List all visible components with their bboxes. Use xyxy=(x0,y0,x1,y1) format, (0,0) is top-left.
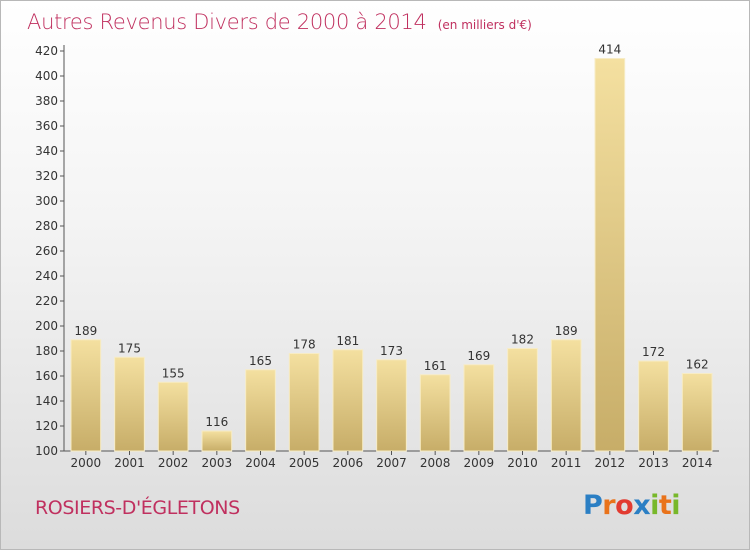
logo-letter: r xyxy=(602,490,616,521)
logo-letter: i xyxy=(671,490,681,521)
y-tick-label: 340 xyxy=(35,144,58,158)
x-tick-label-2001: 2001 xyxy=(114,456,145,470)
data-label-2011: 189 xyxy=(555,324,578,338)
bar-2014 xyxy=(681,373,713,452)
x-tick-label-2013: 2013 xyxy=(638,456,669,470)
chart-subtitle: (en milliers d'€) xyxy=(437,18,532,32)
bar-2003 xyxy=(201,430,233,452)
logo-letter: t xyxy=(658,490,672,521)
data-label-2005: 178 xyxy=(293,338,316,352)
y-tick-label: 240 xyxy=(35,269,58,283)
x-tick-label-2005: 2005 xyxy=(289,456,320,470)
x-tick-label-2007: 2007 xyxy=(376,456,407,470)
bar-2005 xyxy=(288,353,320,452)
y-tick-label: 360 xyxy=(35,119,58,133)
bars xyxy=(70,58,713,452)
y-tick-label: 300 xyxy=(35,194,58,208)
data-label-2007: 173 xyxy=(380,344,403,358)
y-tick-label: 280 xyxy=(35,219,58,233)
data-label-2006: 181 xyxy=(336,334,359,348)
bar-2001 xyxy=(114,356,145,452)
data-labels: 189 175 155 116 165 178 181 173 161 169 182 189 414 1… xyxy=(74,43,708,430)
logo-letter: i xyxy=(650,490,659,521)
y-tick-label: 400 xyxy=(35,69,58,83)
x-tick-label-2009: 2009 xyxy=(464,456,495,470)
place-name: ROSIERS-D'ÉGLETONS xyxy=(35,497,240,519)
bar-2008 xyxy=(419,374,451,452)
y-tick-label: 380 xyxy=(35,94,58,108)
x-tick-label-2008: 2008 xyxy=(420,456,451,470)
x-tick-label-2011: 2011 xyxy=(551,456,582,470)
data-label-2002: 155 xyxy=(162,366,185,380)
bar-2004 xyxy=(245,369,276,452)
y-tick-label: 320 xyxy=(35,169,58,183)
y-tick-label: 420 xyxy=(35,44,58,58)
y-tick-label: 100 xyxy=(35,444,58,458)
x-tick-label-2014: 2014 xyxy=(682,456,713,470)
x-axis-ticks: 2000 2001 2002 2003 2004 2005 2006 2007 2008 2009… xyxy=(71,451,713,470)
y-tick-label: 260 xyxy=(35,244,58,258)
data-label-2012: 414 xyxy=(598,43,621,57)
y-tick-label: 200 xyxy=(35,319,58,333)
data-label-2014: 162 xyxy=(686,358,709,372)
logo-letter: P xyxy=(583,490,603,521)
data-label-2008: 161 xyxy=(424,359,447,373)
y-tick-label: 180 xyxy=(35,344,58,358)
logo-letter: o xyxy=(615,490,634,521)
data-label-2009: 169 xyxy=(467,349,490,363)
bar-2013 xyxy=(638,360,669,452)
x-tick-label-2010: 2010 xyxy=(507,456,538,470)
x-tick-label-2012: 2012 xyxy=(595,456,626,470)
data-label-2003: 116 xyxy=(205,415,228,429)
bar-2000 xyxy=(70,339,102,452)
bar-2006 xyxy=(332,349,364,452)
y-axis-ticks: 100 120 140 160 180 200 220 240 260 280 300 320 340 3… xyxy=(35,44,64,458)
bar-2011 xyxy=(550,339,582,452)
bar-2012 xyxy=(594,58,626,452)
data-label-2000: 189 xyxy=(74,324,97,338)
x-tick-label-2004: 2004 xyxy=(245,456,276,470)
y-tick-label: 220 xyxy=(35,294,58,308)
x-tick-label-2000: 2000 xyxy=(71,456,102,470)
chart-title: Autres Revenus Divers de 2000 à 2014 xyxy=(27,10,427,34)
data-label-2004: 165 xyxy=(249,354,272,368)
bar-2010 xyxy=(507,348,538,452)
bar-2009 xyxy=(463,364,495,452)
data-label-2013: 172 xyxy=(642,345,665,359)
proxiti-logo[interactable]: Proxiti xyxy=(583,490,681,521)
bar-2002 xyxy=(157,381,189,452)
x-tick-label-2003: 2003 xyxy=(202,456,233,470)
bar-2007 xyxy=(376,359,407,452)
y-tick-label: 140 xyxy=(35,394,58,408)
x-tick-label-2006: 2006 xyxy=(333,456,364,470)
data-label-2001: 175 xyxy=(118,341,141,355)
title-row: Autres Revenus Divers de 2000 à 2014 (en… xyxy=(27,10,532,34)
logo-letter: x xyxy=(633,490,651,521)
data-label-2010: 182 xyxy=(511,333,534,347)
y-tick-label: 160 xyxy=(35,369,58,383)
x-tick-label-2002: 2002 xyxy=(158,456,189,470)
y-tick-label: 120 xyxy=(35,419,58,433)
